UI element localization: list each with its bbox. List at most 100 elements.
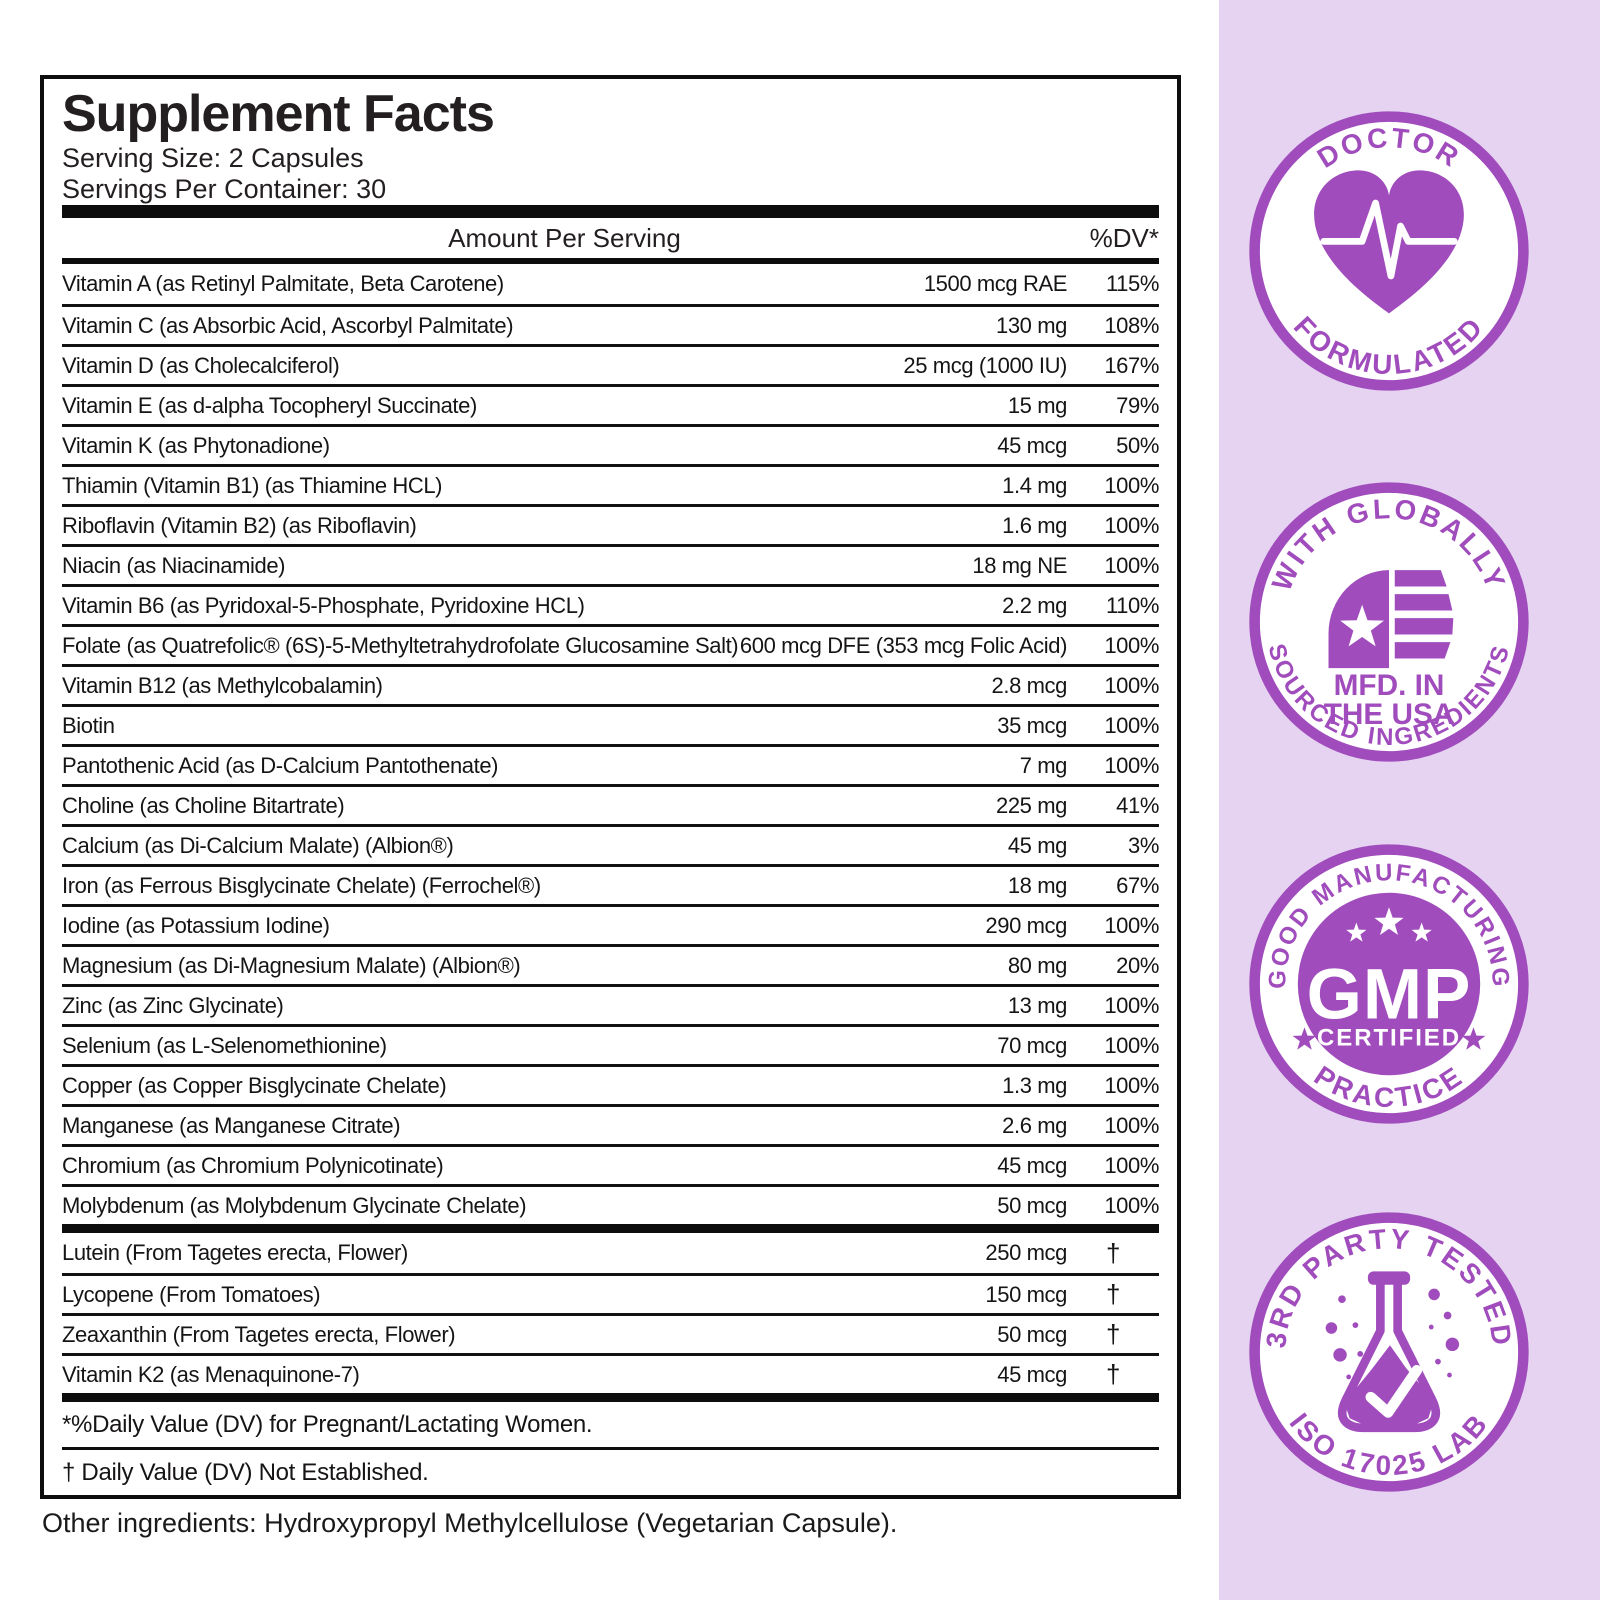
table-row: Riboflavin (Vitamin B2) (as Riboflavin) 1… — [62, 504, 1159, 544]
nutrient-dv: 100% — [1104, 712, 1159, 738]
nutrient-dv: 167% — [1104, 352, 1159, 378]
table-row: Pantothenic Acid (as D-Calcium Pantothen… — [62, 744, 1159, 784]
divider-group — [62, 1224, 1159, 1233]
table-row: Zeaxanthin (From Tagetes erecta, Flower)… — [62, 1313, 1159, 1353]
nutrient-dv: 79% — [1116, 392, 1159, 418]
nutrient-dv: 100% — [1104, 472, 1159, 498]
nutrient-dv: 20% — [1116, 952, 1159, 978]
nutrient-dv: 100% — [1104, 752, 1159, 778]
nutrient-name: Folate (as Quatrefolic® (6S)-5-Methyltet… — [62, 632, 739, 658]
table-row: Thiamin (Vitamin B1) (as Thiamine HCL) 1.… — [62, 464, 1159, 504]
table-row: Molybdenum (as Molybdenum Glycinate Chel… — [62, 1184, 1159, 1224]
nutrient-dv: 108% — [1104, 312, 1159, 338]
nutrient-amount: 7 mg — [1019, 752, 1068, 778]
nutrient-amount: 1.3 mg — [1002, 1072, 1067, 1098]
nutrient-amount: 80 mg — [1007, 952, 1068, 978]
footnote-dagger: † Daily Value (DV) Not Established. — [62, 1459, 429, 1486]
nutrient-amount: 15 mg — [1007, 392, 1068, 418]
badge-mfd-in-usa: WITH GLOBALLY SOURCED INGREDIENTS MFD. I… — [1245, 478, 1533, 766]
nutrient-name: Riboflavin (Vitamin B2) (as Riboflavin) — [62, 512, 417, 538]
nutrient-dv: 100% — [1104, 1072, 1159, 1098]
nutrient-amount: 35 mcg — [997, 712, 1067, 738]
nutrient-name: Vitamin K (as Phytonadione) — [62, 432, 330, 458]
table-row: Vitamin K (as Phytonadione) 45 mcg 50% — [62, 424, 1159, 464]
divider-thin — [62, 1447, 1159, 1450]
divider-thick — [62, 205, 1159, 218]
table-row: Calcium (as Di-Calcium Malate) (Albion®)… — [62, 824, 1159, 864]
divider-group — [62, 1393, 1159, 1402]
nutrient-amount: 45 mcg — [997, 1152, 1067, 1178]
table-row: Folate (as Quatrefolic® (6S)-5-Methyltet… — [62, 624, 1159, 664]
nutrient-amount: 130 mg — [996, 312, 1067, 338]
nutrient-dv: † — [1105, 1237, 1121, 1268]
nutrient-amount: 1.4 mg — [1002, 472, 1067, 498]
table-row: Vitamin B6 (as Pyridoxal-5-Phosphate, Py… — [62, 584, 1159, 624]
nutrient-amount: 2.2 mg — [1002, 592, 1067, 618]
nutrient-name: Copper (as Copper Bisglycinate Chelate) — [62, 1072, 447, 1098]
nutrient-dv: 110% — [1105, 592, 1159, 618]
botanical-rows: Lutein (From Tagetes erecta, Flower) 250 … — [62, 1233, 1159, 1393]
nutrient-amount: 18 mg — [1007, 872, 1068, 898]
nutrient-dv: † — [1105, 1359, 1121, 1389]
lab-flask-icon — [1325, 1271, 1460, 1433]
supplement-facts-panel: Supplement Facts Serving Size: 2 Capsule… — [40, 75, 1181, 1499]
nutrient-name: Iron (as Ferrous Bisglycinate Chelate) (… — [62, 872, 541, 898]
nutrient-name: Biotin — [62, 712, 115, 738]
divider-medium — [62, 258, 1159, 264]
nutrient-dv: 50% — [1116, 432, 1159, 458]
nutrient-amount: 50 mcg — [997, 1321, 1067, 1347]
badge-center-text: GMP — [1307, 956, 1472, 1035]
badge-3rd-party-tested: 3RD PARTY TESTED ISO 17025 LAB — [1245, 1208, 1533, 1496]
table-row: Lycopene (From Tomatoes) 150 mcg † — [62, 1273, 1159, 1313]
nutrient-name: Lutein (From Tagetes erecta, Flower) — [62, 1240, 408, 1265]
nutrient-name: Vitamin B6 (as Pyridoxal-5-Phosphate, Py… — [62, 592, 585, 618]
nutrient-amount: 70 mcg — [997, 1032, 1067, 1058]
nutrient-amount: 290 mcg — [985, 912, 1067, 938]
table-row: Selenium (as L-Selenomethionine) 70 mcg 10… — [62, 1024, 1159, 1064]
serving-size: Serving Size: 2 Capsules — [62, 143, 364, 173]
nutrient-amount: 18 mg NE — [972, 552, 1067, 578]
nutrient-dv: 3% — [1128, 832, 1159, 858]
nutrient-amount: 1.6 mg — [1002, 512, 1067, 538]
nutrient-amount: 225 mg — [996, 792, 1067, 818]
table-row: Vitamin A (as Retinyl Palmitate, Beta Ca… — [62, 264, 1159, 304]
table-row: Vitamin C (as Absorbic Acid, Ascorbyl Pa… — [62, 304, 1159, 344]
nutrient-name: Zinc (as Zinc Glycinate) — [62, 992, 284, 1018]
nutrient-name: Vitamin C (as Absorbic Acid, Ascorbyl Pa… — [62, 312, 514, 338]
footnote-dv: *%Daily Value (DV) for Pregnant/Lactatin… — [62, 1411, 593, 1438]
badge-gmp-certified: GOOD MANUFACTURING PRACTICE GMP CERTIFIE… — [1245, 840, 1533, 1128]
nutrient-dv: 100% — [1104, 1112, 1159, 1138]
badge-line2: THE USA — [1324, 698, 1455, 731]
servings-per-container: Servings Per Container: 30 — [62, 174, 387, 204]
table-header: Amount Per Serving %DV* — [62, 218, 1159, 258]
nutrient-dv: † — [1105, 1279, 1121, 1309]
nutrient-name: Vitamin B12 (as Methylcobalamin) — [62, 672, 383, 698]
nutrient-amount: 150 mcg — [985, 1281, 1067, 1307]
table-row: Magnesium (as Di-Magnesium Malate) (Albi… — [62, 944, 1159, 984]
nutrient-dv: 100% — [1104, 632, 1159, 658]
table-row: Vitamin D (as Cholecalciferol) 25 mcg (10… — [62, 344, 1159, 384]
table-row: Choline (as Choline Bitartrate) 225 mg 41% — [62, 784, 1159, 824]
nutrient-dv: 100% — [1104, 992, 1159, 1018]
nutrient-name: Calcium (as Di-Calcium Malate) (Albion®) — [62, 832, 454, 858]
nutrient-amount: 25 mcg (1000 IU) — [903, 352, 1067, 378]
table-row: Vitamin E (as d-alpha Tocopheryl Succina… — [62, 384, 1159, 424]
nutrient-dv: 115% — [1105, 271, 1159, 296]
nutrient-name: Zeaxanthin (From Tagetes erecta, Flower) — [62, 1321, 456, 1347]
nutrient-dv: 100% — [1104, 1192, 1159, 1218]
nutrient-amount: 250 mcg — [985, 1240, 1067, 1265]
usa-flag-icon — [1328, 570, 1454, 669]
nutrient-dv: 100% — [1104, 1152, 1159, 1178]
nutrient-amount: 50 mcg — [997, 1192, 1067, 1218]
nutrient-amount: 1500 mcg RAE — [923, 271, 1068, 296]
nutrient-name: Molybdenum (as Molybdenum Glycinate Chel… — [62, 1192, 527, 1218]
table-row: Copper (as Copper Bisglycinate Chelate) 1… — [62, 1064, 1159, 1104]
panel-title: Supplement Facts — [62, 85, 495, 143]
nutrient-name: Manganese (as Manganese Citrate) — [62, 1112, 401, 1138]
gmp-seal-icon — [1292, 892, 1486, 1076]
nutrient-dv: 67% — [1116, 872, 1159, 898]
nutrient-name: Pantothenic Acid (as D-Calcium Pantothen… — [62, 752, 499, 778]
badge-sub-text: CERTIFIED — [1317, 1024, 1461, 1051]
nutrient-name: Iodine (as Potassium Iodine) — [62, 912, 330, 938]
table-row: Chromium (as Chromium Polynicotinate) 45 … — [62, 1144, 1159, 1184]
